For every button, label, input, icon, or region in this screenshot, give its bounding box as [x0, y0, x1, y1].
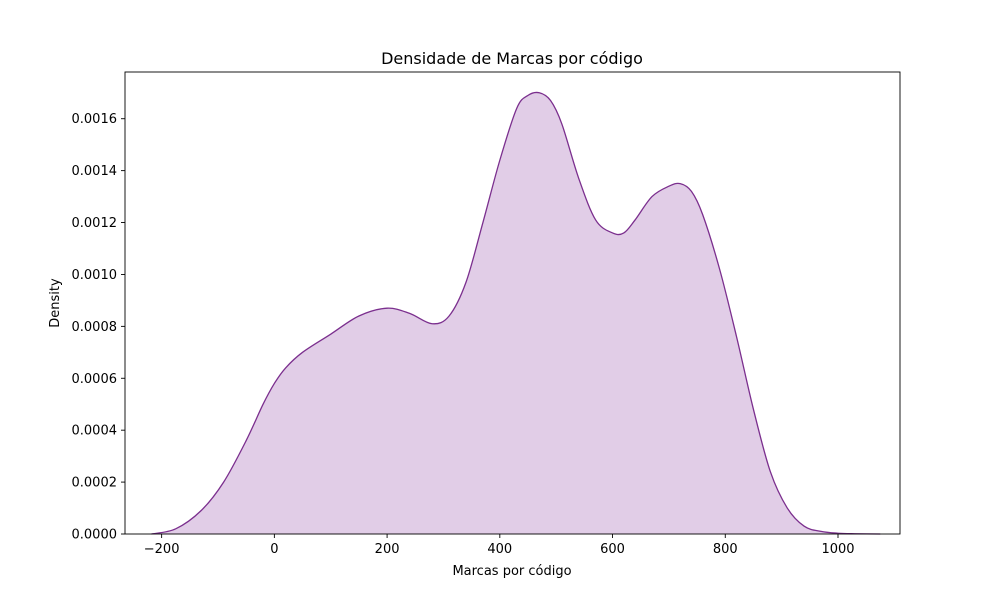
y-tick-label: 0.0012	[72, 216, 118, 231]
x-tick-label: 200	[375, 542, 400, 557]
chart-title: Densidade de Marcas por código	[381, 49, 643, 68]
plot-area: −200 0 200 400 600 800 1000 0.0000 0.0002 0.0004 0…	[72, 71, 901, 557]
y-tick-label: 0.0004	[72, 424, 118, 439]
y-tick-label: 0.0008	[72, 320, 118, 335]
axes-frame	[124, 71, 901, 535]
y-tick-label: 0.0002	[72, 476, 118, 491]
x-tick-label: 0	[270, 542, 278, 557]
density-curve-line	[151, 91, 881, 535]
x-tick-label: 1000	[821, 542, 854, 557]
x-tick-label: 800	[713, 542, 738, 557]
x-tick-label: 600	[600, 542, 625, 557]
x-tick-label: 400	[487, 542, 512, 557]
y-tick-label: 0.0014	[72, 164, 118, 179]
y-tick-label: 0.0016	[72, 112, 118, 127]
y-axis-title: Density	[48, 278, 63, 328]
y-tick-label: 0.0010	[72, 268, 118, 283]
density-area-fill	[151, 92, 881, 534]
y-tick-label: 0.0006	[72, 372, 118, 387]
x-tick-label: −200	[144, 542, 180, 557]
x-axis-title: Marcas por código	[452, 564, 571, 579]
y-tick-label: 0.0000	[72, 528, 118, 543]
